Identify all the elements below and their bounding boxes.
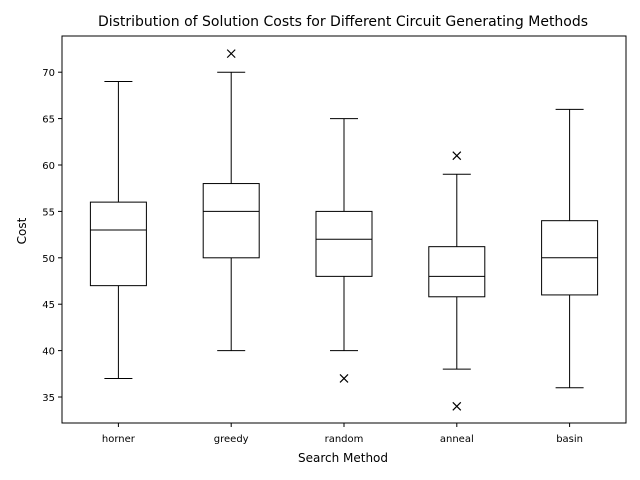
outlier-stroke	[452, 401, 462, 411]
box-random	[315, 118, 373, 383]
iqr-box	[202, 183, 260, 259]
x-tick-label: greedy	[214, 434, 249, 445]
y-tick-label: 35	[42, 393, 55, 404]
chart-title: Distribution of Solution Costs for Diffe…	[98, 14, 588, 30]
outlier-marker	[339, 374, 349, 383]
iqr-box	[89, 201, 147, 287]
x-axis-label: Search Method	[298, 451, 388, 465]
y-tick-label: 45	[42, 300, 55, 311]
x-tick-label: anneal	[440, 434, 474, 445]
box-greedy	[202, 49, 260, 352]
y-tick-label: 60	[42, 161, 55, 172]
outlier-stroke	[226, 49, 236, 59]
box-anneal	[428, 151, 486, 411]
outlier-stroke	[339, 374, 349, 383]
y-tick-label: 55	[42, 207, 55, 218]
x-tick-label: basin	[556, 434, 583, 445]
box-horner	[89, 80, 147, 379]
y-tick-label: 50	[42, 254, 55, 265]
box-basin	[541, 108, 599, 389]
iqr-box	[315, 210, 373, 277]
y-tick-label: 40	[42, 347, 55, 358]
x-tick-label: horner	[102, 434, 136, 445]
iqr-box	[428, 246, 486, 298]
outlier-stroke	[452, 151, 462, 161]
y-tick-label: 65	[42, 115, 55, 126]
outlier-marker	[226, 49, 236, 59]
x-tick-label: random	[325, 434, 364, 445]
y-tick-label: 70	[42, 68, 55, 79]
outlier-marker	[452, 401, 462, 411]
y-axis: 35 40 45 50 55 60 65 70	[42, 68, 62, 404]
plot-area	[89, 49, 599, 411]
outlier-marker	[452, 151, 462, 161]
x-axis: horner greedy random anneal basin	[102, 423, 583, 445]
y-axis-label: Cost	[15, 217, 29, 244]
